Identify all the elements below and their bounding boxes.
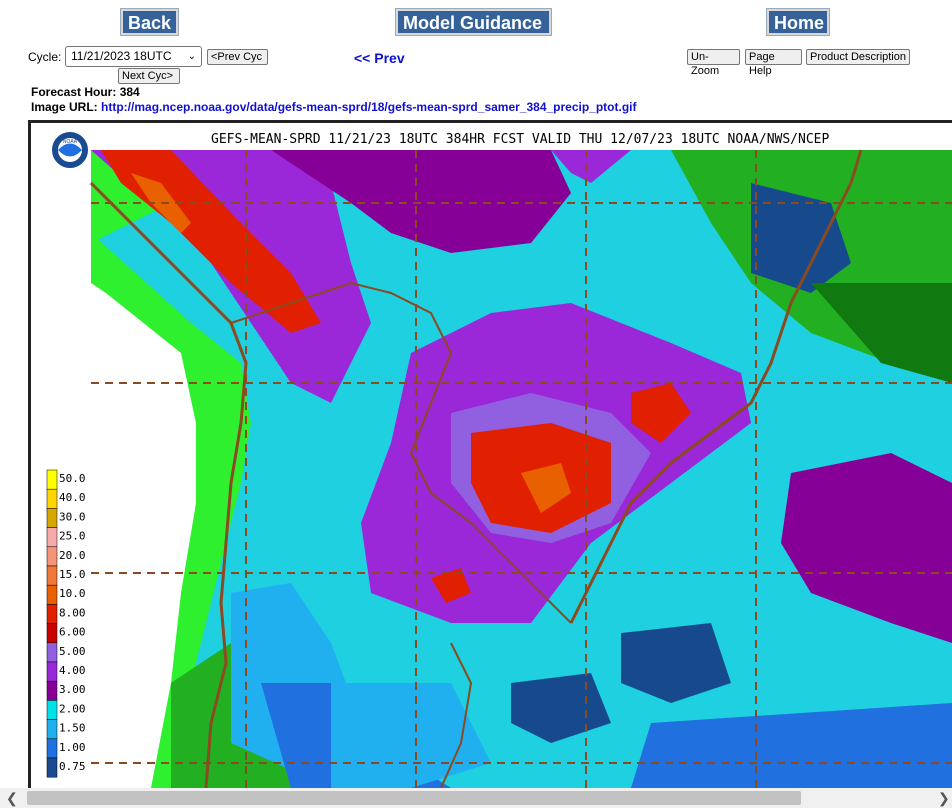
coastline-west xyxy=(89,181,248,788)
coastline-east xyxy=(569,149,863,624)
model-guidance-button[interactable]: Model Guidance xyxy=(395,8,552,36)
map-header-band xyxy=(31,123,952,150)
white-region-west xyxy=(91,283,196,788)
legend-label: 15.0 xyxy=(59,568,86,581)
product-description-button[interactable]: Product Description xyxy=(806,49,910,65)
legend-swatch xyxy=(46,642,58,663)
red-south-spot xyxy=(431,568,471,603)
chevron-left-icon[interactable]: ❮ xyxy=(6,790,18,806)
legend-swatch xyxy=(46,757,58,778)
cycle-label: Cycle: xyxy=(28,50,62,64)
legend-swatch xyxy=(46,700,58,720)
unzoom-button[interactable]: Un-Zoom xyxy=(687,49,740,77)
forecast-map[interactable]: NOAA GEFS-MEAN-SPRD 11/21/23 18UTC 384HR… xyxy=(28,120,952,788)
chevron-right-icon[interactable]: ❯ xyxy=(938,790,950,806)
purple-atlantic xyxy=(781,453,952,643)
legend-swatch xyxy=(46,469,58,490)
legend-label: 25.0 xyxy=(59,530,86,543)
dark-green-atlantic xyxy=(811,283,952,383)
prev-link[interactable]: << Prev xyxy=(354,50,405,66)
legend-label: 2.00 xyxy=(59,702,86,715)
legend-label: 40.0 xyxy=(59,491,86,504)
legend-label: 4.00 xyxy=(59,664,86,677)
navy-south-1 xyxy=(621,623,731,703)
image-url-link[interactable]: http://mag.ncep.noaa.gov/data/gefs-mean-… xyxy=(101,100,637,114)
legend-swatch xyxy=(46,546,58,567)
legend-label: 0.75 xyxy=(59,760,86,773)
lat-lon-grid xyxy=(91,150,952,788)
navy-atlantic xyxy=(751,183,851,293)
next-cycle-button[interactable]: Next Cyc> xyxy=(118,68,180,84)
precip-map-svg[interactable]: NOAA GEFS-MEAN-SPRD 11/21/23 18UTC 384HR… xyxy=(31,123,952,788)
home-button[interactable]: Home xyxy=(766,8,830,36)
legend-swatch xyxy=(46,719,58,740)
back-button[interactable]: Back xyxy=(120,8,179,36)
forecast-hour-value: 384 xyxy=(119,85,140,99)
blue-south-east xyxy=(631,703,952,788)
red-east xyxy=(631,383,691,443)
legend-label: 1.50 xyxy=(59,722,86,735)
image-url: Image URL: http://mag.ncep.noaa.gov/data… xyxy=(31,100,637,114)
map-title: GEFS-MEAN-SPRD 11/21/23 18UTC 384HR FCST… xyxy=(211,132,829,147)
orange-central xyxy=(521,463,571,513)
legend-swatch xyxy=(46,488,58,509)
purple-north xyxy=(271,150,571,253)
legend-label: 8.00 xyxy=(59,606,86,619)
blue-south xyxy=(331,683,491,788)
cycle-select[interactable]: 11/21/2023 18UTC ⌄ xyxy=(65,46,202,67)
legend-background xyxy=(31,150,91,788)
legend-label: 1.00 xyxy=(59,741,86,754)
legend-label: 30.0 xyxy=(59,510,86,523)
legend-swatch xyxy=(46,584,58,605)
legend-swatch xyxy=(46,738,58,759)
border-interior xyxy=(230,281,572,624)
legend-swatch xyxy=(46,680,58,701)
cycle-select-value: 11/21/2023 18UTC xyxy=(71,49,172,63)
legend-swatch xyxy=(46,661,58,682)
forecast-hour: Forecast Hour: 384 xyxy=(31,85,140,99)
legend-swatch xyxy=(46,508,58,528)
prev-cycle-button[interactable]: <Prev Cyc xyxy=(207,49,268,65)
legend-label: 6.00 xyxy=(59,626,86,639)
legend-label: 5.00 xyxy=(59,645,86,658)
legend-label: 20.0 xyxy=(59,549,86,562)
page-help-button[interactable]: Page Help xyxy=(745,49,802,77)
scrollbar-thumb[interactable] xyxy=(27,791,801,805)
purple-north-2 xyxy=(551,150,631,183)
image-url-label: Image URL: xyxy=(31,100,98,114)
legend-swatch xyxy=(46,565,58,586)
forecast-hour-label: Forecast Hour: xyxy=(31,85,117,99)
chevron-down-icon: ⌄ xyxy=(187,51,196,62)
legend-swatch xyxy=(46,623,58,644)
coastline-south xyxy=(440,642,473,788)
legend-label: 3.00 xyxy=(59,683,86,696)
legend-label: 50.0 xyxy=(59,472,86,485)
legend-swatch xyxy=(46,604,58,624)
horizontal-scrollbar[interactable]: ❮ ❯ xyxy=(0,788,952,808)
legend-label: 10.0 xyxy=(59,587,86,600)
legend: 50.0 40.0 30.0 25.0 20.0 15.0 10.0 8.00 6.00 5.00… xyxy=(46,469,86,778)
legend-swatch xyxy=(46,527,58,548)
noaa-logo: NOAA xyxy=(50,130,90,170)
svg-text:NOAA: NOAA xyxy=(63,139,78,145)
